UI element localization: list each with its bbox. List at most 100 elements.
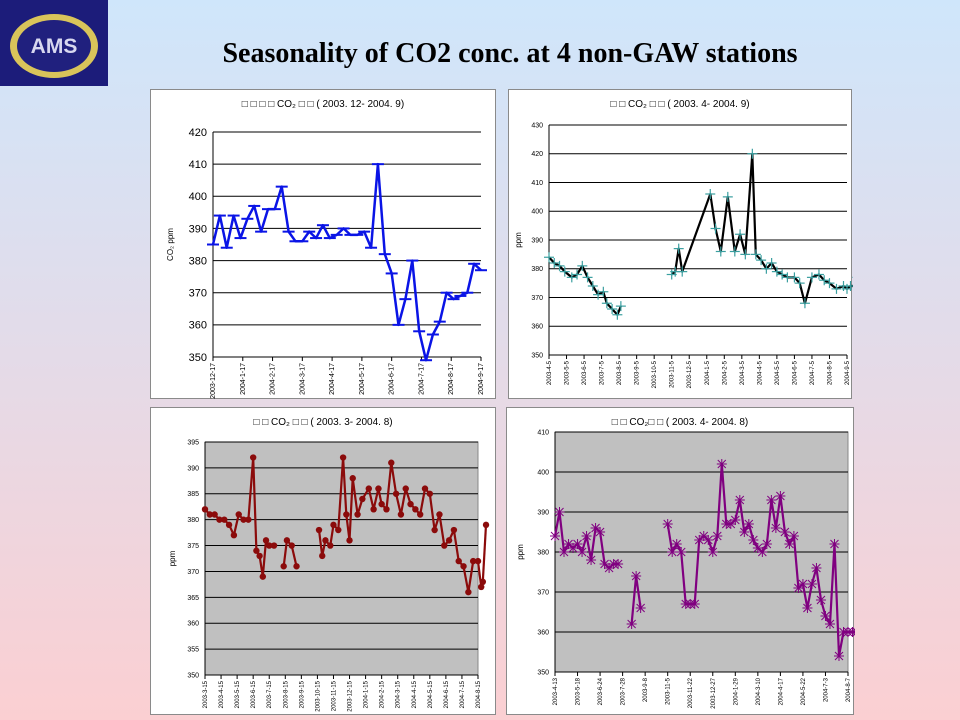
x-tick-label: 2004-1-15 bbox=[364, 680, 370, 708]
data-point bbox=[815, 595, 826, 605]
y-tick-label: 420 bbox=[189, 127, 207, 139]
y-tick-label: 395 bbox=[187, 439, 199, 446]
data-point bbox=[750, 249, 761, 260]
data-point bbox=[225, 521, 233, 529]
y-tick-label: 360 bbox=[189, 320, 207, 332]
data-point bbox=[587, 281, 598, 291]
data-point bbox=[789, 272, 800, 283]
chart-2-title: □ □ CO₂ □ □ ( 2003. 4- 2004. 9) bbox=[610, 99, 750, 110]
data-point bbox=[240, 516, 247, 523]
x-tick-label: 2004-2-17 bbox=[270, 363, 277, 395]
data-point bbox=[626, 619, 637, 629]
chart-3-title: □ □ CO₂ □ □ ( 2003. 3- 2004. 8) bbox=[253, 417, 393, 428]
y-tick-label: 350 bbox=[189, 352, 207, 364]
data-point bbox=[849, 285, 853, 287]
data-point bbox=[482, 521, 490, 529]
data-point bbox=[375, 485, 382, 492]
data-point bbox=[662, 519, 673, 529]
data-point bbox=[705, 189, 716, 199]
x-tick-label: 2003-12-5 bbox=[687, 360, 693, 388]
data-point bbox=[266, 542, 273, 549]
x-tick-label: 2003-6-24 bbox=[598, 677, 604, 705]
data-point bbox=[259, 573, 267, 580]
data-point bbox=[455, 557, 462, 565]
data-point bbox=[710, 223, 721, 234]
data-point bbox=[676, 547, 687, 557]
x-tick-label: 2004-4-5 bbox=[757, 360, 763, 385]
y-tick-label: 400 bbox=[537, 469, 549, 476]
x-tick-label: 2003-5-5 bbox=[565, 360, 571, 385]
y-tick-label: 400 bbox=[189, 191, 207, 203]
y-tick-label: 375 bbox=[187, 543, 199, 550]
data-point bbox=[770, 523, 781, 533]
data-point bbox=[315, 526, 323, 534]
data-point bbox=[831, 283, 842, 294]
data-point bbox=[235, 511, 242, 518]
x-tick-label: 2003-9-15 bbox=[299, 680, 305, 708]
x-tick-label: 2004-3-15 bbox=[396, 680, 402, 708]
x-tick-label: 2004-1-5 bbox=[705, 360, 711, 385]
data-point bbox=[761, 263, 772, 274]
x-tick-label: 2004-9-17 bbox=[478, 363, 485, 395]
data-point bbox=[730, 515, 741, 525]
data-point bbox=[813, 269, 824, 280]
data-point bbox=[201, 506, 209, 513]
data-point bbox=[378, 500, 385, 508]
x-tick-label: 2003-8-15 bbox=[283, 680, 289, 708]
data-point bbox=[426, 490, 434, 497]
data-point bbox=[280, 563, 287, 570]
x-tick-label: 2004-6-17 bbox=[389, 363, 396, 395]
data-point bbox=[833, 651, 844, 661]
x-tick-label: 2003-9-5 bbox=[635, 360, 641, 385]
x-tick-label: 2003-4-13 bbox=[553, 677, 559, 705]
data-point bbox=[566, 272, 577, 283]
data-point bbox=[824, 619, 835, 629]
y-tick-label: 390 bbox=[537, 509, 549, 516]
data-point bbox=[671, 539, 682, 549]
x-tick-label: 2003-6-5 bbox=[582, 360, 588, 385]
data-point bbox=[715, 246, 726, 257]
data-point bbox=[474, 557, 482, 565]
y-tick-label: 350 bbox=[537, 669, 549, 676]
x-tick-label: 2003-12-27 bbox=[711, 677, 717, 708]
data-point bbox=[775, 491, 786, 501]
data-point bbox=[554, 507, 565, 517]
data-point bbox=[354, 511, 361, 518]
data-point bbox=[601, 298, 612, 309]
data-point bbox=[346, 537, 353, 544]
y-tick-label: 385 bbox=[187, 491, 199, 498]
x-tick-label: 2003-5-18 bbox=[576, 677, 582, 705]
data-point bbox=[802, 603, 813, 613]
data-point bbox=[253, 547, 260, 554]
data-point bbox=[707, 547, 718, 557]
y-tick-label: 380 bbox=[189, 255, 207, 267]
data-point bbox=[716, 459, 727, 469]
data-point bbox=[230, 532, 238, 539]
x-tick-label: 2004-4-17 bbox=[329, 363, 336, 395]
data-point bbox=[262, 537, 270, 544]
data-point bbox=[729, 246, 740, 257]
x-tick-label: 2003-10-15 bbox=[315, 680, 321, 711]
data-point bbox=[703, 535, 714, 545]
x-tick-label: 2004-9-5 bbox=[845, 360, 851, 385]
data-point bbox=[327, 542, 334, 549]
data-point bbox=[779, 527, 790, 537]
data-point bbox=[469, 557, 477, 565]
data-point bbox=[756, 255, 767, 266]
x-tick-label: 2003-11-15 bbox=[331, 680, 337, 711]
chart-1-title: □ □ □ □ CO₂ □ □ ( 2003. 12- 2004. 9) bbox=[241, 99, 405, 110]
y-tick-label: 360 bbox=[187, 621, 199, 628]
y-tick-label: 350 bbox=[531, 352, 543, 359]
data-point bbox=[572, 269, 583, 280]
data-point bbox=[794, 278, 805, 289]
x-tick-label: 2004-1-17 bbox=[240, 363, 247, 395]
y-tick-label: 420 bbox=[531, 151, 543, 158]
data-point bbox=[819, 275, 830, 286]
data-point bbox=[478, 583, 485, 591]
data-point bbox=[388, 459, 395, 466]
x-tick-label: 2004-8-15 bbox=[476, 680, 482, 708]
chart-1-svg: 350 360 370 380 390 400 410 420 CO₂ ppm 2003-12-1… bbox=[166, 127, 487, 399]
y-axis-label: ppm bbox=[516, 544, 525, 560]
data-point bbox=[734, 495, 745, 505]
x-tick-label: 2004-2-15 bbox=[380, 680, 386, 708]
